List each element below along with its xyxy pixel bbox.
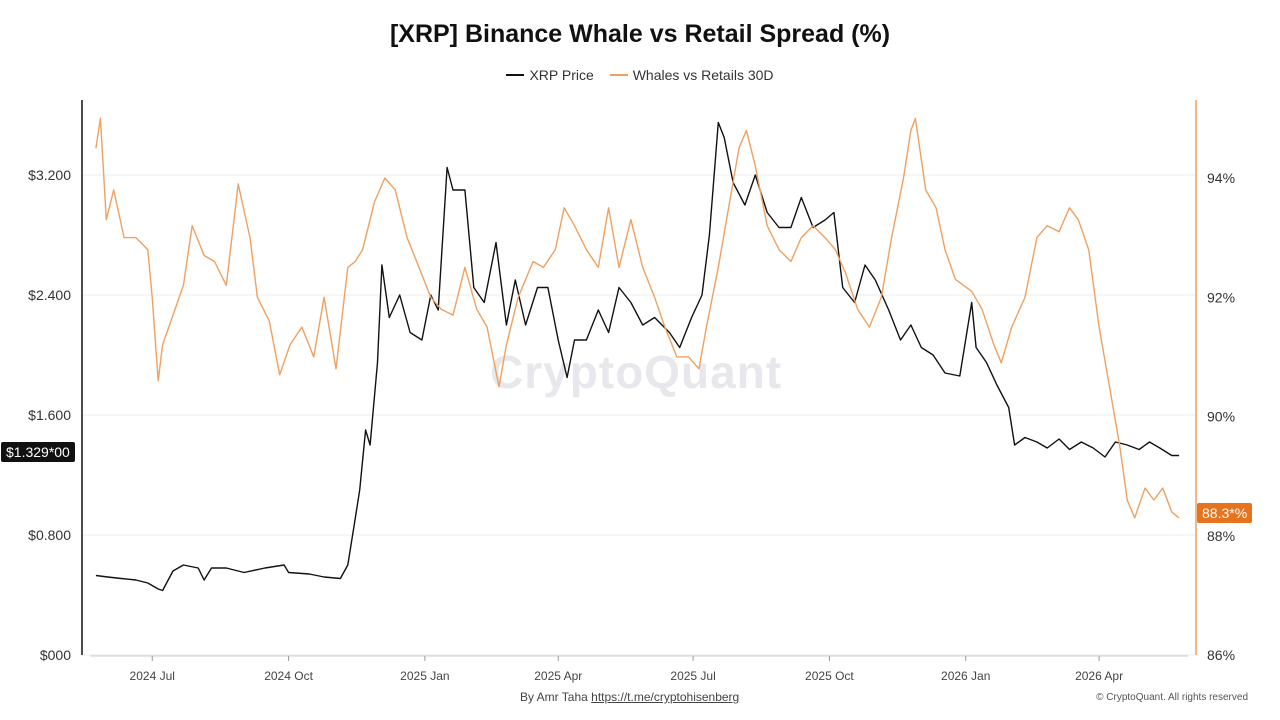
y-left-tick-label: $3.200 — [28, 167, 71, 183]
legend-swatch-spread — [609, 74, 628, 76]
legend-item-spread[interactable]: Whales vs Retails 30D — [609, 67, 774, 83]
series-line-whales-vs-retails — [95, 117, 1180, 519]
footer-link[interactable]: https://t.me/cryptohisenberg — [591, 690, 740, 704]
chart-legend: XRP Price Whales vs Retails 30D — [0, 63, 1280, 83]
x-tick-label: 2026 Apr — [1075, 669, 1123, 683]
spread-last-value-tag: 88.3*% — [1197, 503, 1253, 523]
y-left-tick-label: $1.600 — [28, 407, 71, 423]
watermark: CryptoQuant — [490, 346, 783, 398]
x-tick-label: 2026 Jan — [941, 669, 990, 683]
x-tick-label: 2025 Jul — [670, 669, 715, 683]
x-tick-label: 2024 Oct — [264, 669, 313, 683]
x-tick-label: 2025 Oct — [805, 669, 854, 683]
y-right-tick-label: 92% — [1207, 289, 1235, 305]
y-left-tick-label: $0.800 — [28, 527, 71, 543]
legend-label-spread: Whales vs Retails 30D — [632, 67, 774, 83]
x-tick-label: 2025 Apr — [534, 669, 582, 683]
footer-by: By Amr Taha — [520, 690, 588, 704]
chart-title: [XRP] Binance Whale vs Retail Spread (%) — [389, 20, 891, 48]
x-tick-label: 2024 Jul — [130, 669, 175, 683]
price-last-value-tag: $1.329*00 — [1, 442, 75, 462]
y-right-tick-label: 86% — [1207, 647, 1235, 663]
y-right-tick-label: 88% — [1207, 528, 1235, 544]
series-line-xrp-price — [95, 121, 1180, 592]
y-left-tick-label: $000 — [40, 647, 71, 663]
y-right-tick-label: 90% — [1207, 409, 1235, 425]
y-right-tick-label: 94% — [1207, 170, 1235, 186]
footer-attribution: By Amr Taha https://t.me/cryptohisenberg — [520, 690, 739, 704]
legend-label-price: XRP Price — [529, 67, 594, 83]
y-left-tick-label: $2.400 — [28, 287, 71, 303]
legend-item-price[interactable]: XRP Price — [506, 67, 594, 83]
legend-swatch-price — [506, 74, 525, 76]
footer-copyright: © CryptoQuant. All rights reserved — [1096, 692, 1248, 703]
x-tick-label: 2025 Jan — [400, 669, 449, 683]
